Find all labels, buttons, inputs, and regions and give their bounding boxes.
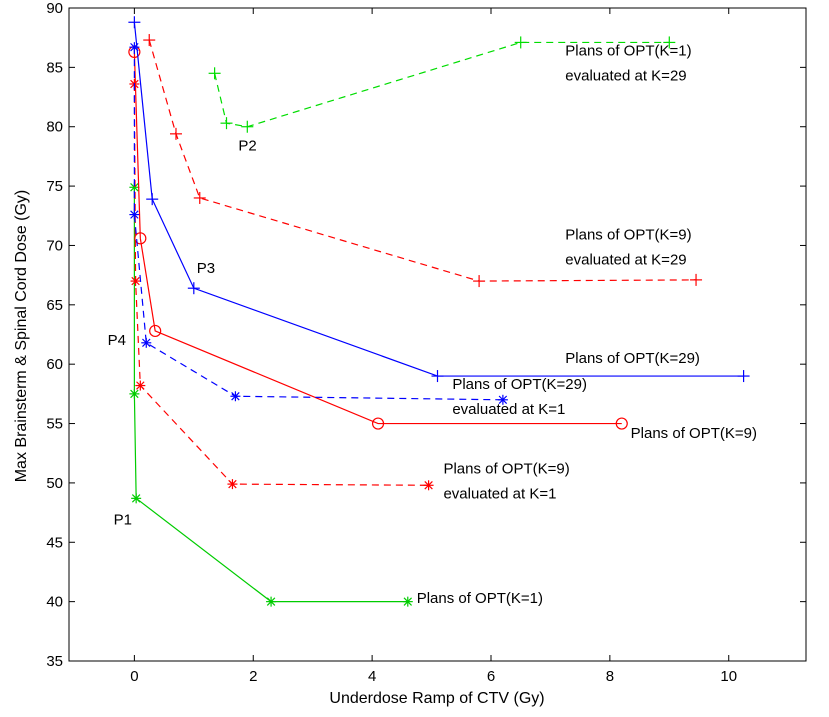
data-point	[473, 275, 486, 288]
data-point	[141, 337, 152, 348]
annotation-label: evaluated at K=29	[565, 67, 686, 84]
x-tick-label: 4	[368, 668, 376, 685]
data-point	[149, 324, 162, 338]
data-point	[431, 370, 444, 383]
data-point	[220, 117, 233, 130]
data-point	[514, 36, 527, 49]
annotation-label: P3	[197, 260, 215, 277]
data-point	[266, 596, 277, 607]
data-point	[134, 232, 147, 245]
annotation-label: P1	[114, 511, 132, 528]
x-tick-label: 2	[249, 668, 257, 685]
data-point	[143, 34, 156, 47]
series-line	[148, 39, 697, 282]
x-tick-label: 8	[606, 668, 614, 685]
annotation-label: evaluated at K=1	[443, 485, 556, 502]
annotation-label: Plans of OPT(K=9)	[565, 227, 691, 244]
annotation-label: Plans of OPT(K=29)	[452, 376, 587, 393]
plot-frame	[68, 7, 807, 662]
data-point	[663, 36, 676, 49]
y-tick-label: 80	[46, 119, 63, 136]
y-tick-label: 60	[46, 356, 63, 373]
y-tick-label: 35	[46, 653, 63, 670]
series-line	[133, 47, 503, 401]
annotation-label: P2	[238, 137, 256, 154]
x-tick-label: 6	[487, 668, 495, 685]
data-point	[146, 193, 159, 206]
y-tick-label: 75	[46, 178, 63, 195]
y-tick-label: 85	[46, 59, 63, 76]
data-point	[135, 380, 146, 391]
data-point	[129, 42, 140, 53]
data-point	[208, 67, 221, 80]
plot-background	[69, 8, 806, 661]
y-axis-ticks: 35 40 45 50 55 60 65 70 75 80 85 90	[46, 0, 806, 670]
y-tick-label: 70	[46, 237, 63, 254]
annotation-label: Plans of OPT(K=1)	[565, 42, 691, 59]
y-tick-label: 40	[46, 594, 63, 611]
data-point	[130, 276, 141, 287]
data-point	[423, 480, 434, 491]
y-axis-label: Max Brainsterm & Spinal Cord Dose (Gy)	[13, 190, 30, 483]
series-1	[208, 36, 676, 133]
y-tick-label: 55	[46, 416, 63, 433]
data-point	[402, 596, 413, 607]
y-tick-label: 45	[46, 534, 63, 551]
x-tick-label: 10	[720, 668, 737, 685]
y-tick-label: 65	[46, 297, 63, 314]
data-point	[187, 282, 200, 295]
series-line	[133, 51, 622, 425]
annotation-label: Plans of OPT(K=9)	[443, 460, 569, 477]
data-point	[241, 120, 254, 133]
annotation-label: Plans of OPT(K=1)	[417, 590, 543, 607]
annotation-label: Plans of OPT(K=9)	[631, 425, 757, 442]
data-point	[371, 417, 385, 430]
series-layer	[128, 16, 750, 607]
data-point	[129, 388, 140, 399]
x-axis-label: Underdose Ramp of CTV (Gy)	[329, 690, 544, 707]
y-tick-label: 50	[46, 475, 63, 492]
data-point	[131, 493, 142, 504]
x-tick-label: 0	[130, 668, 138, 685]
data-point	[497, 394, 508, 405]
data-point	[230, 391, 241, 402]
data-point	[193, 191, 206, 204]
annotation-label: evaluated at K=1	[452, 401, 565, 418]
data-point	[227, 479, 238, 490]
annotation-layer: Plans of OPT(K=1) evaluated at K=29 Plans …	[108, 42, 757, 606]
data-point	[128, 16, 141, 29]
annotation-label: evaluated at K=29	[565, 251, 686, 268]
annotation-label: P4	[108, 332, 126, 349]
data-point	[690, 273, 703, 286]
series-3	[129, 78, 434, 491]
data-point	[737, 370, 750, 383]
data-point	[615, 417, 628, 430]
series-5	[128, 16, 750, 383]
x-axis-ticks: 0 2 4 6 8 10	[130, 8, 737, 685]
series-6	[129, 42, 508, 405]
annotation-label: Plans of OPT(K=29)	[565, 350, 700, 367]
data-point	[129, 209, 140, 220]
data-point	[169, 127, 182, 140]
series-4	[143, 34, 703, 288]
y-tick-label: 90	[46, 0, 63, 17]
series-0	[129, 182, 413, 607]
